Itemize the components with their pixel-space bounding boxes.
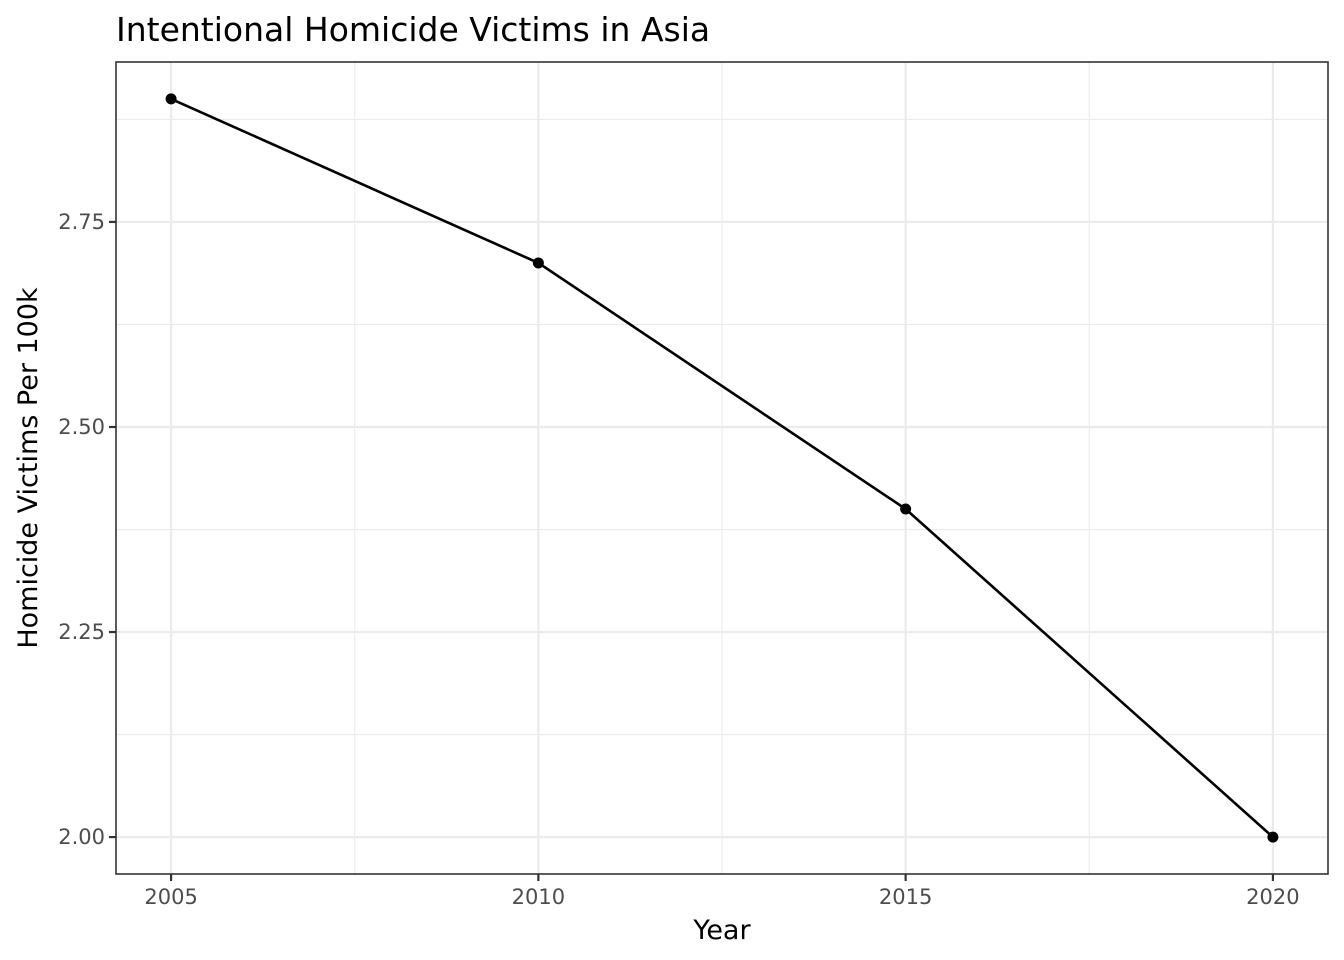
chart-title: Intentional Homicide Victims in Asia xyxy=(116,10,710,49)
x-axis: 2005 2010 2015 2020 xyxy=(144,874,1300,909)
series-layer xyxy=(165,93,1279,843)
plot-panel-border xyxy=(115,61,1329,875)
x-tick-label: 2015 xyxy=(879,885,932,909)
series-line xyxy=(170,97,1274,839)
major-gridlines xyxy=(116,62,1328,874)
minor-gridlines xyxy=(116,62,1328,874)
y-tick-label: 2.25 xyxy=(58,620,105,644)
x-tick-label: 2010 xyxy=(512,885,565,909)
data-point xyxy=(532,257,544,269)
data-point xyxy=(1267,831,1279,843)
y-tick-label: 2.75 xyxy=(58,210,105,234)
y-axis: 2.00 2.25 2.50 2.75 xyxy=(58,210,116,849)
x-axis-title: Year xyxy=(692,915,751,946)
y-tick-label: 2.00 xyxy=(58,825,105,849)
x-tick-label: 2005 xyxy=(144,885,197,909)
y-tick-label: 2.50 xyxy=(58,415,105,439)
x-tick-label: 2020 xyxy=(1246,885,1299,909)
y-axis-title: Homicide Victims Per 100k xyxy=(13,287,44,649)
data-point xyxy=(900,503,912,515)
data-point xyxy=(165,93,177,105)
